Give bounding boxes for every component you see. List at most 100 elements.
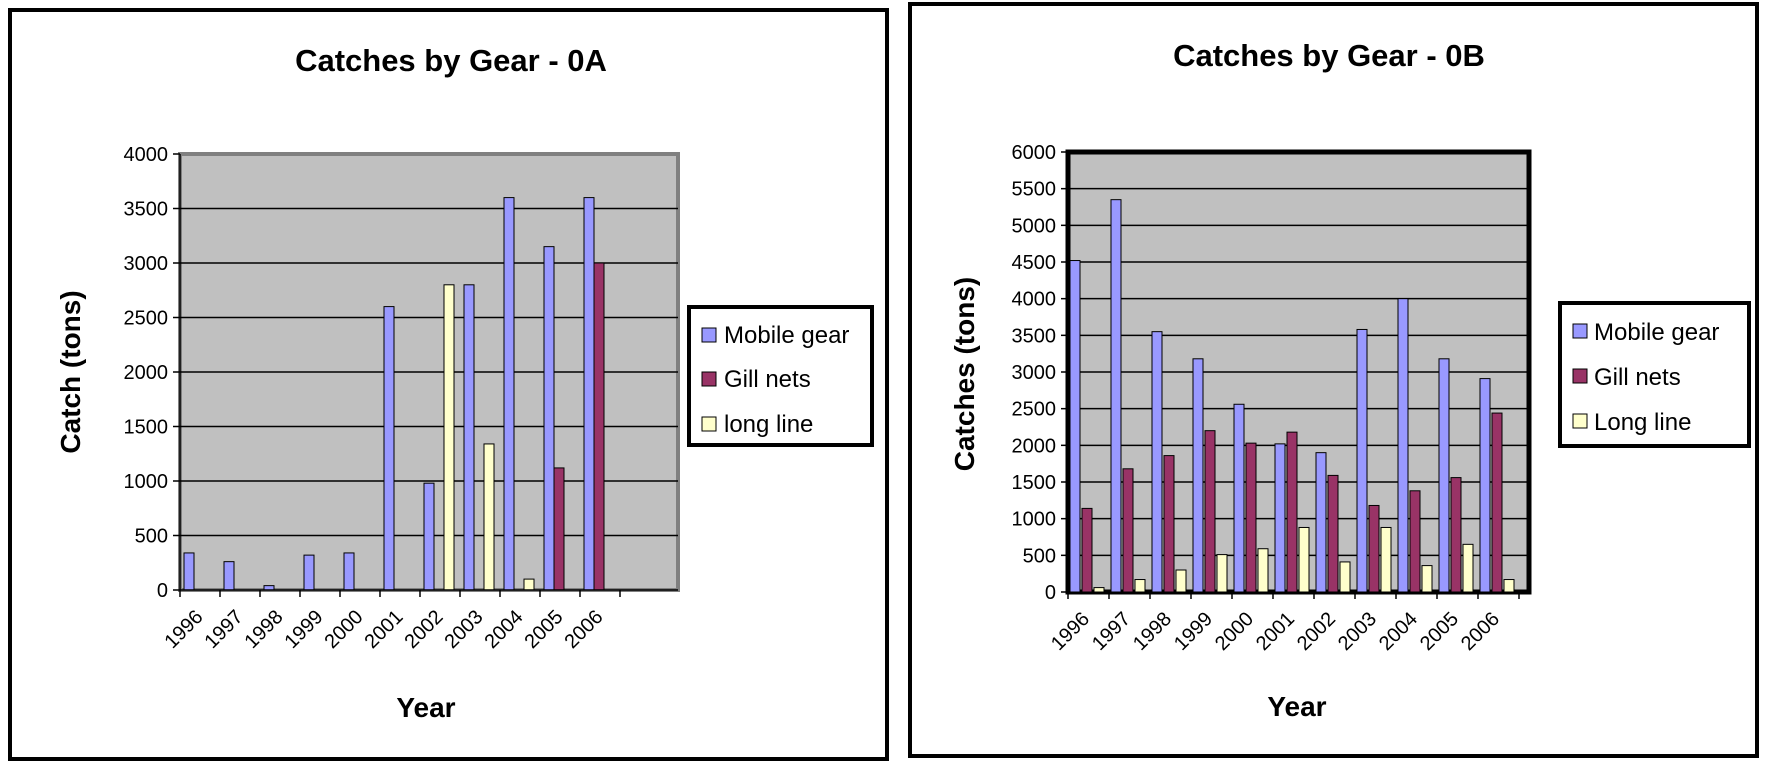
bar-gill-nets-1999 <box>1204 430 1216 593</box>
x-tick-label-2001: 2001 <box>1252 608 1299 655</box>
bar-long-line-2002 <box>1339 561 1351 593</box>
bar-mobile-gear-2003 <box>1356 328 1368 593</box>
bar-long-line-2003 <box>1380 526 1392 593</box>
bar-gill-nets-2006 <box>593 262 605 591</box>
y-ticks: 0 500 1000 1500 2000 2500 3000 3500 4000 <box>124 144 180 602</box>
bar-gill-nets-2005 <box>553 467 565 591</box>
bar-mobile-gear-2003 <box>463 284 475 591</box>
bar-mobile-gear-2004 <box>503 197 515 591</box>
bar-long-line-1997 <box>1134 579 1146 593</box>
bar-long-line-2001 <box>1298 526 1310 593</box>
x-tick-label-2000: 2000 <box>321 606 368 653</box>
bar-mobile-gear-1998 <box>1151 331 1163 593</box>
y-tick-label-4000: 4000 <box>124 144 169 166</box>
y-ticks: 0 500 1000 1500 2000 2500 3000 3500 4000 4500 5000… <box>1012 142 1068 604</box>
x-tick-label-2001: 2001 <box>361 606 408 653</box>
bar-long-line-1998 <box>1175 569 1187 593</box>
bar-long-line-2005 <box>1462 543 1474 593</box>
legend-label-gill-nets: Gill nets <box>1594 364 1681 391</box>
legend-swatch-gill-nets <box>1572 368 1588 384</box>
y-tick-label-2000: 2000 <box>1012 435 1057 457</box>
bar-gill-nets-2002 <box>1327 474 1339 593</box>
legend-label-long-line: Long line <box>1594 409 1691 436</box>
bar-long-line-2006 <box>1503 579 1515 593</box>
legend-swatch-gill-nets <box>701 371 717 387</box>
y-tick-label-0: 0 <box>1045 582 1056 604</box>
y-tick-label-2500: 2500 <box>124 308 169 330</box>
x-tick-label-2003: 2003 <box>441 606 488 653</box>
bar-long-line-2000 <box>1257 548 1269 593</box>
x-tick-label-1998: 1998 <box>1129 608 1176 655</box>
bar-mobile-gear-2005 <box>543 246 555 591</box>
x-axis-title: Year <box>396 692 455 723</box>
legend-label-gill-nets: Gill nets <box>724 366 811 393</box>
y-tick-label-4000: 4000 <box>1012 289 1057 311</box>
legend-box <box>1558 301 1751 448</box>
x-tick-label-1996: 1996 <box>1047 608 1094 655</box>
x-axis-title: Year <box>1267 691 1326 722</box>
x-tick-label-2000: 2000 <box>1211 608 1258 655</box>
legend-label-long-line: long line <box>724 411 813 438</box>
bar-gill-nets-2004 <box>1409 490 1421 593</box>
bar-gill-nets-1998 <box>1163 455 1175 593</box>
y-tick-label-1500: 1500 <box>124 417 169 439</box>
chart-title: Catches by Gear - 0B <box>1173 38 1485 73</box>
bar-long-line-2002 <box>443 284 455 591</box>
y-tick-label-2500: 2500 <box>1012 399 1057 421</box>
y-tick-label-5000: 5000 <box>1012 215 1057 237</box>
bar-mobile-gear-2002 <box>1315 452 1327 593</box>
bar-mobile-gear-1999 <box>1192 358 1204 593</box>
y-tick-label-500: 500 <box>135 526 168 548</box>
x-tick-label-1997: 1997 <box>201 606 248 653</box>
bar-gill-nets-2001 <box>1286 431 1298 593</box>
y-axis-title: Catches (tons) <box>949 277 980 471</box>
bar-long-line-2003 <box>483 443 495 591</box>
bar-mobile-gear-2000 <box>343 552 355 591</box>
bar-long-line-2004 <box>1421 565 1433 593</box>
bar-mobile-gear-1997 <box>1110 199 1122 593</box>
bar-long-line-1996 <box>1093 587 1105 593</box>
x-tick-label-2005: 2005 <box>1416 608 1463 655</box>
x-tick-label-1998: 1998 <box>241 606 288 653</box>
legend: Mobile gear Gill nets Long line <box>1558 301 1751 448</box>
bar-gill-nets-1996 <box>1081 507 1093 593</box>
bar-gill-nets-2000 <box>1245 442 1257 593</box>
y-tick-label-0: 0 <box>157 580 168 602</box>
y-tick-label-1500: 1500 <box>1012 472 1057 494</box>
y-tick-label-3000: 3000 <box>1012 362 1057 384</box>
bar-mobile-gear-2000 <box>1233 403 1245 593</box>
bar-gill-nets-2003 <box>1368 504 1380 593</box>
y-tick-label-1000: 1000 <box>124 471 169 493</box>
legend-swatch-mobile-gear <box>701 327 717 343</box>
y-tick-label-3500: 3500 <box>124 199 169 221</box>
chart-0b-svg: Catches by Gear - 0B 0 500 1000 1500 2000 250… <box>949 38 1751 722</box>
legend: Mobile gear Gill nets long line <box>687 305 874 447</box>
y-axis-title: Catch (tons) <box>55 290 86 453</box>
chart-panel-0a: Catches by Gear - 0A 0 500 1000 1500 2000 250… <box>8 8 889 761</box>
bar-mobile-gear-2006 <box>583 197 595 591</box>
y-tick-label-3000: 3000 <box>124 253 169 275</box>
y-tick-label-2000: 2000 <box>124 362 169 384</box>
y-tick-label-5500: 5500 <box>1012 179 1057 201</box>
legend-swatch-long-line <box>701 416 717 432</box>
bar-mobile-gear-2006 <box>1479 378 1491 593</box>
x-tick-label-2002: 2002 <box>401 606 448 653</box>
bar-mobile-gear-1996 <box>1069 260 1081 593</box>
bars <box>1069 199 1515 593</box>
legend-label-mobile-gear: Mobile gear <box>724 322 849 349</box>
x-ticks: 1996199719981999200020012002200320042005… <box>161 590 621 653</box>
bar-mobile-gear-2004 <box>1397 298 1409 593</box>
x-tick-label-1999: 1999 <box>1170 608 1217 655</box>
bar-long-line-1999 <box>1216 554 1228 593</box>
bar-mobile-gear-2001 <box>383 306 395 591</box>
x-tick-label-1997: 1997 <box>1088 608 1135 655</box>
bar-mobile-gear-1999 <box>303 554 315 591</box>
bar-mobile-gear-1997 <box>223 561 235 591</box>
y-tick-label-1000: 1000 <box>1012 509 1057 531</box>
y-tick-label-6000: 6000 <box>1012 142 1057 164</box>
x-tick-label-2006: 2006 <box>561 606 608 653</box>
x-tick-label-2006: 2006 <box>1457 608 1504 655</box>
chart-panel-0b: Catches by Gear - 0B 0 500 1000 1500 2000 250… <box>908 2 1759 758</box>
bar-mobile-gear-2005 <box>1438 358 1450 593</box>
y-tick-label-500: 500 <box>1023 545 1056 567</box>
